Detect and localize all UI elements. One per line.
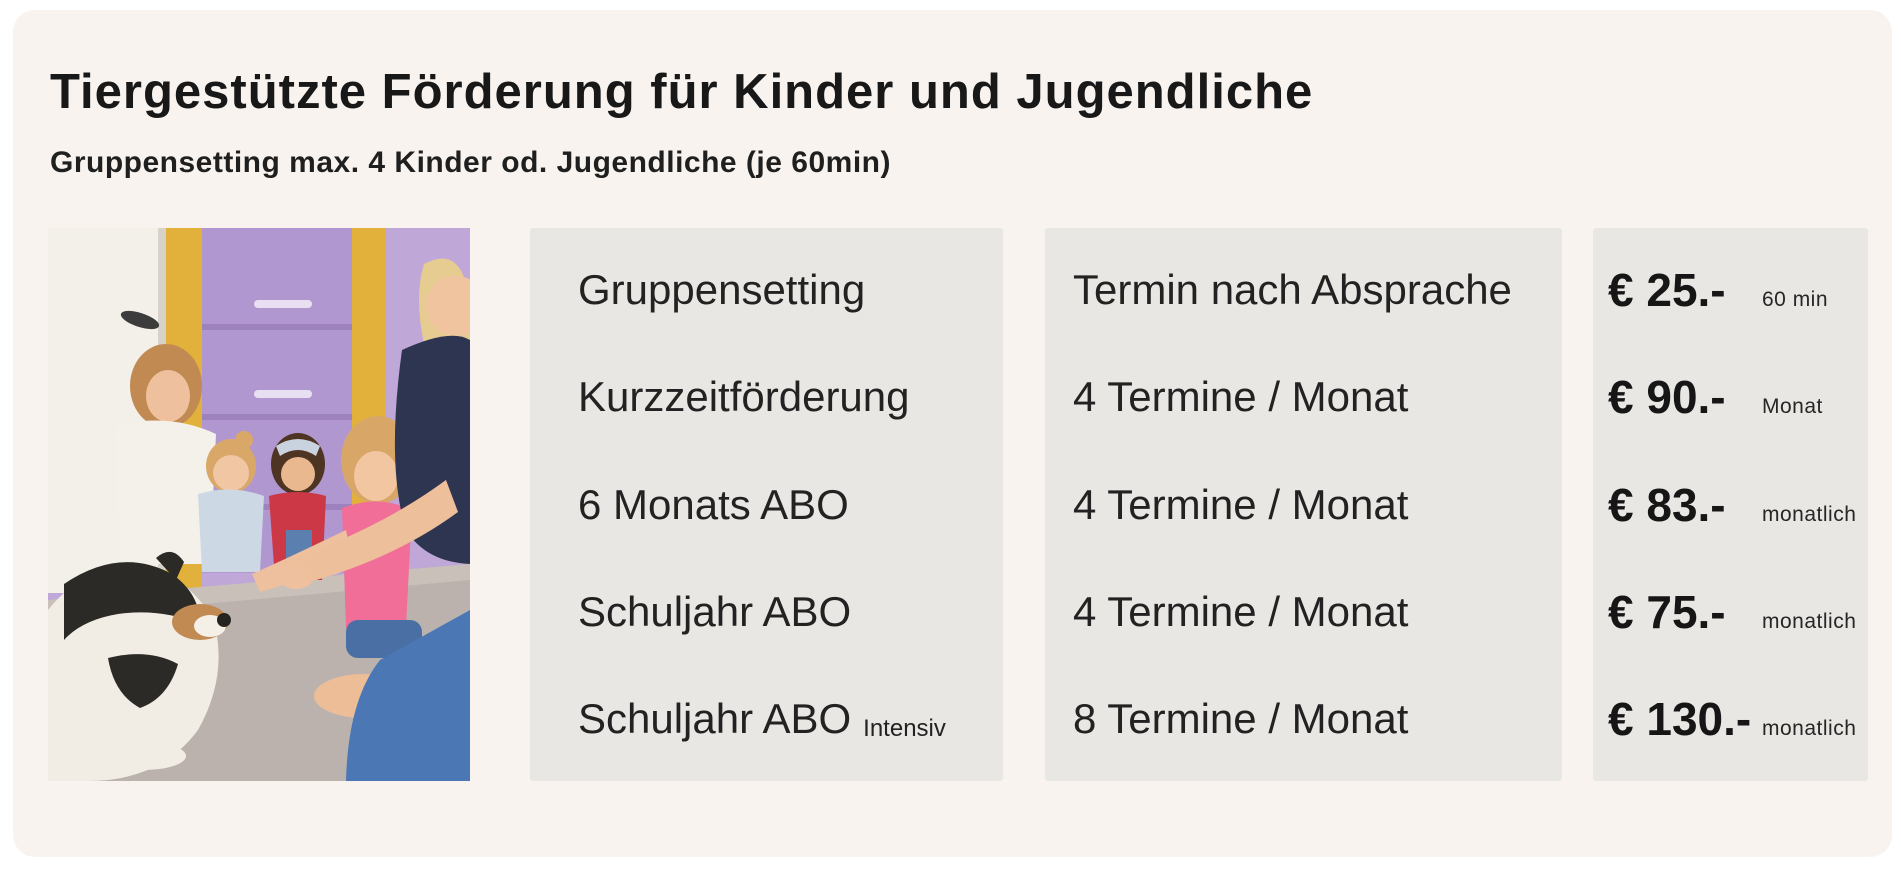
page-subtitle: Gruppensetting max. 4 Kinder od. Jugendl…	[50, 146, 891, 179]
price-value: € 90.-	[1608, 371, 1726, 424]
frequency-value: 4 Termine / Monat	[1073, 587, 1409, 635]
price-unit: monatlich	[1762, 502, 1857, 526]
group-session-photo	[48, 228, 470, 781]
price-unit: 60 min	[1762, 288, 1829, 311]
price-row: € 75.- monatlich	[1608, 585, 1868, 638]
offer-name-column: Gruppensetting Kurzzeitförderung 6 Monat…	[530, 228, 1003, 781]
price-value: € 75.-	[1608, 585, 1726, 638]
price-row: € 25.- 60 min	[1608, 264, 1868, 316]
price-value: € 25.-	[1608, 264, 1726, 316]
page-title: Tiergestützte Förderung für Kinder und J…	[50, 65, 1314, 119]
price-value: € 83.-	[1608, 478, 1726, 531]
frequency-value: Termin nach Absprache	[1073, 266, 1512, 313]
offer-label: Kurzzeitförderung	[578, 373, 910, 421]
frequency-row: 4 Termine / Monat	[1073, 375, 1562, 419]
offer-label-row: Gruppensetting	[578, 268, 1003, 312]
price-column: € 25.- 60 min € 90.- Monat € 83.- monatl…	[1593, 228, 1868, 781]
price-row: € 90.- Monat	[1608, 371, 1868, 424]
frequency-value: 8 Termine / Monat	[1073, 695, 1409, 742]
frequency-row: Termin nach Absprache	[1073, 268, 1562, 312]
offer-label: 6 Monats ABO	[578, 480, 849, 528]
frequency-column: Termin nach Absprache 4 Termine / Monat …	[1045, 228, 1562, 781]
frequency-row: 4 Termine / Monat	[1073, 480, 1562, 528]
price-value: € 130.-	[1608, 693, 1752, 745]
offer-label-row: Schuljahr ABO Intensiv	[578, 695, 1003, 743]
price-unit: monatlich	[1762, 609, 1857, 633]
price-unit: Monat	[1762, 395, 1823, 419]
price-row: € 83.- monatlich	[1608, 478, 1868, 531]
frequency-row: 8 Termine / Monat	[1073, 697, 1562, 741]
offer-label: Gruppensetting	[578, 266, 866, 313]
price-unit: monatlich	[1762, 717, 1857, 740]
frequency-value: 4 Termine / Monat	[1073, 373, 1409, 421]
offer-label-row: Schuljahr ABO	[578, 587, 1003, 635]
offer-label: Schuljahr ABO	[578, 695, 852, 742]
pricing-card: Tiergestützte Förderung für Kinder und J…	[13, 10, 1892, 857]
price-row: € 130.- monatlich	[1608, 693, 1868, 745]
frequency-value: 4 Termine / Monat	[1073, 480, 1409, 528]
offer-label: Schuljahr ABO	[578, 587, 852, 635]
offer-label-row: Kurzzeitförderung	[578, 375, 1003, 419]
frequency-row: 4 Termine / Monat	[1073, 587, 1562, 635]
group-session-photo-illustration	[48, 228, 470, 781]
offer-label-row: 6 Monats ABO	[578, 480, 1003, 528]
offer-label-suffix: Intensiv	[863, 715, 946, 742]
